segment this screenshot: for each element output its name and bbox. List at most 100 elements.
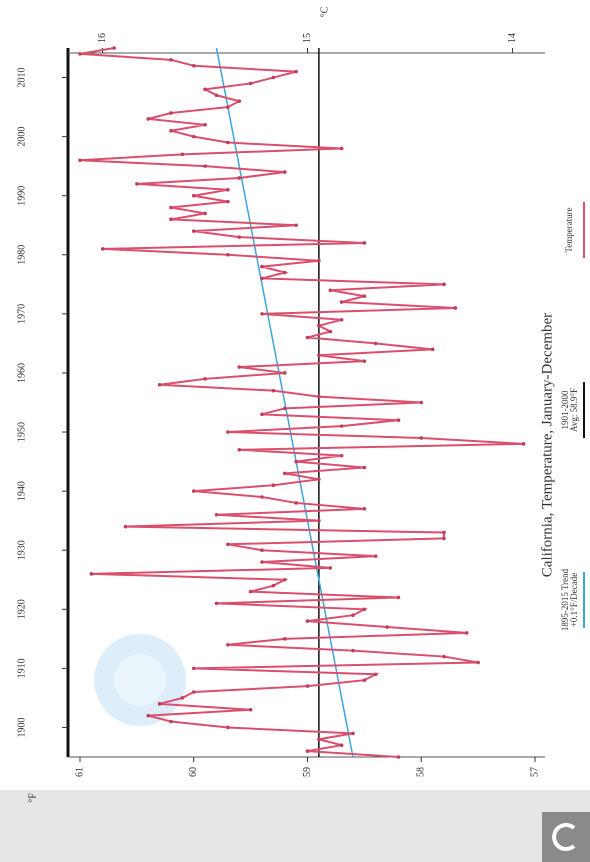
- data-point: [157, 702, 162, 706]
- data-point: [226, 199, 230, 204]
- data-point: [339, 424, 344, 428]
- data-point: [260, 495, 264, 499]
- data-point: [203, 87, 207, 92]
- data-point: [260, 548, 264, 553]
- data-point: [305, 684, 310, 688]
- data-point: [237, 365, 242, 369]
- data-point: [169, 58, 173, 62]
- data-point: [146, 713, 151, 718]
- data-point: [419, 436, 424, 440]
- series-line: [215, 47, 354, 758]
- data-point: [203, 211, 207, 216]
- data-point: [328, 566, 333, 570]
- data-point: [260, 412, 264, 417]
- data-point: [442, 536, 446, 541]
- data-point: [339, 453, 344, 458]
- data-point: [237, 176, 242, 180]
- data-point: [442, 654, 446, 659]
- data-point: [385, 625, 389, 629]
- data-point: [396, 755, 401, 759]
- data-point: [226, 105, 230, 109]
- data-point: [317, 477, 321, 482]
- logo-inner: [114, 654, 166, 706]
- data-point: [191, 229, 196, 233]
- data-point: [203, 164, 207, 168]
- x-tick-label: 2010: [16, 68, 27, 88]
- data-point: [328, 288, 333, 293]
- data-point: [180, 696, 185, 700]
- data-point: [317, 737, 321, 742]
- data-point: [203, 377, 207, 381]
- x-tick-label: 1950: [16, 422, 27, 442]
- data-point: [282, 577, 287, 582]
- data-point: [191, 690, 196, 694]
- x-tick-label: 1980: [16, 245, 27, 265]
- x-tick-label: 2000: [16, 127, 27, 147]
- y2-axis-label: °C: [319, 6, 330, 17]
- x-tick-label: 1990: [16, 186, 27, 206]
- data-point: [260, 560, 264, 564]
- data-point: [180, 152, 185, 157]
- data-point: [351, 613, 355, 617]
- data-point: [237, 235, 242, 239]
- data-point: [453, 306, 458, 310]
- data-point: [294, 459, 298, 464]
- y2-tick-label: 16: [97, 33, 108, 43]
- data-point: [248, 589, 253, 594]
- y-tick-label: 61: [74, 767, 85, 777]
- data-point: [260, 276, 264, 281]
- x-tick-label: 1910: [16, 658, 27, 678]
- data-point: [373, 554, 378, 558]
- legend-sublabel: Avg: 58.9°F: [569, 388, 579, 432]
- x-tick-label: 1940: [16, 481, 27, 501]
- x-tick-label: 1920: [16, 599, 27, 619]
- data-point: [282, 371, 287, 375]
- data-point: [169, 719, 173, 724]
- data-point: [362, 607, 367, 612]
- data-point: [226, 542, 230, 547]
- data-point: [237, 99, 242, 103]
- data-point: [271, 75, 276, 80]
- data-point: [339, 300, 344, 304]
- data-point: [271, 583, 276, 588]
- data-point: [282, 170, 287, 174]
- y-tick-label: 57: [529, 767, 540, 777]
- data-point: [351, 648, 355, 653]
- x-tick-label: 1900: [16, 717, 27, 737]
- data-point: [191, 666, 196, 671]
- data-point: [226, 188, 230, 192]
- data-point: [214, 93, 219, 98]
- legend-label: Temperature: [564, 207, 574, 252]
- y-tick-label: 59: [302, 767, 313, 777]
- data-point: [169, 111, 173, 115]
- data-point: [373, 341, 378, 346]
- data-point: [282, 471, 287, 476]
- data-point: [305, 619, 310, 623]
- data-point: [317, 518, 321, 523]
- y2-tick-label: 15: [302, 33, 313, 43]
- data-point: [237, 447, 242, 452]
- camera-icon[interactable]: [542, 812, 590, 862]
- data-point: [226, 140, 230, 145]
- data-point: [100, 247, 105, 251]
- data-point: [305, 749, 310, 753]
- data-point: [78, 52, 82, 56]
- data-point: [191, 134, 196, 139]
- data-point: [351, 731, 355, 736]
- data-point: [419, 400, 424, 405]
- data-point: [135, 182, 139, 186]
- data-point: [362, 241, 367, 245]
- data-point: [362, 294, 367, 298]
- data-point: [317, 394, 321, 399]
- data-point: [248, 81, 253, 86]
- x-tick-label: 1970: [16, 304, 27, 324]
- data-point: [214, 512, 219, 517]
- data-point: [78, 158, 82, 163]
- data-point: [373, 672, 378, 677]
- data-point: [226, 725, 230, 730]
- data-point: [339, 317, 344, 322]
- data-point: [123, 524, 128, 529]
- data-point: [521, 442, 526, 446]
- data-point: [396, 595, 401, 600]
